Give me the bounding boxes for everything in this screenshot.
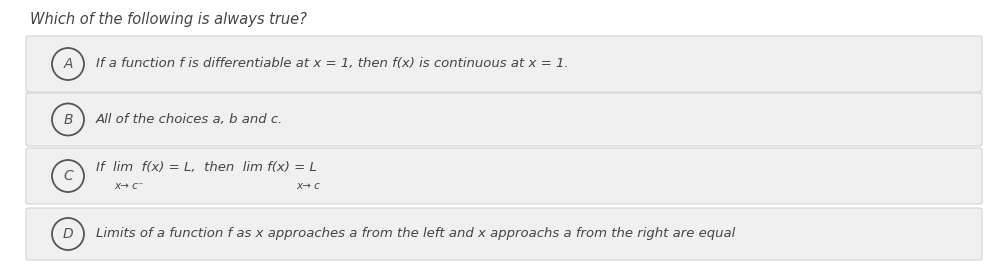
FancyBboxPatch shape xyxy=(26,36,981,92)
Text: If a function f is differentiable at x = 1, then f(x) is continuous at x = 1.: If a function f is differentiable at x =… xyxy=(96,58,568,70)
Text: Limits of a function f as x approaches a from the left and x approachs a from th: Limits of a function f as x approaches a… xyxy=(96,227,734,241)
Text: D: D xyxy=(63,227,73,241)
Text: A: A xyxy=(63,57,73,71)
FancyBboxPatch shape xyxy=(26,93,981,146)
Text: B: B xyxy=(63,112,73,126)
Text: All of the choices a, b and c.: All of the choices a, b and c. xyxy=(96,113,284,126)
FancyBboxPatch shape xyxy=(26,208,981,260)
Text: Which of the following is always true?: Which of the following is always true? xyxy=(30,12,307,27)
Text: x→ c⁻: x→ c⁻ xyxy=(114,181,143,191)
FancyBboxPatch shape xyxy=(26,148,981,204)
Text: If  lim  f(x) = L,  then  lim f(x) = L: If lim f(x) = L, then lim f(x) = L xyxy=(96,162,317,174)
Text: x→ c: x→ c xyxy=(296,181,320,191)
Text: C: C xyxy=(63,169,73,183)
